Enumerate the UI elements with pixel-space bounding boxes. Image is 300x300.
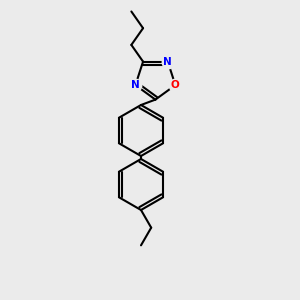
Text: N: N: [164, 57, 172, 67]
Text: O: O: [171, 80, 180, 90]
Text: N: N: [131, 80, 140, 90]
